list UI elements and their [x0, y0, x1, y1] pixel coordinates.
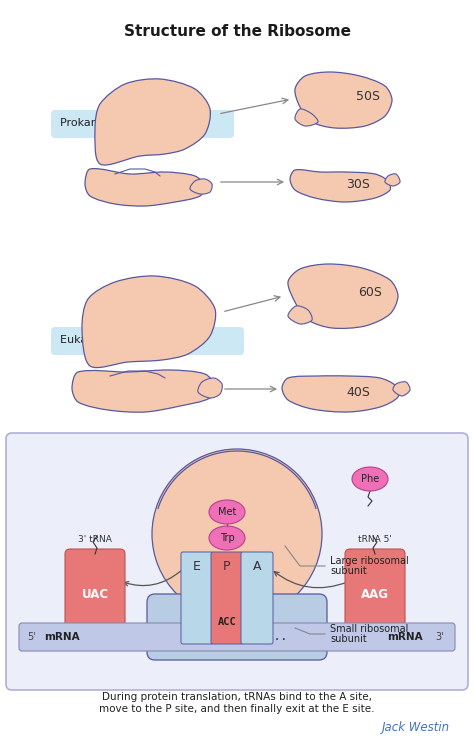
Text: 3': 3' [436, 632, 444, 642]
Text: Small ribosomal: Small ribosomal [330, 624, 409, 634]
Text: 3' tRNA: 3' tRNA [78, 535, 112, 544]
FancyBboxPatch shape [147, 594, 327, 660]
Text: Met: Met [218, 507, 236, 517]
Ellipse shape [152, 449, 322, 619]
Text: Phe: Phe [361, 474, 379, 484]
FancyBboxPatch shape [6, 433, 468, 690]
Text: mRNA: mRNA [44, 632, 80, 642]
PathPatch shape [282, 376, 399, 412]
Text: A: A [253, 559, 261, 572]
PathPatch shape [393, 382, 410, 396]
PathPatch shape [295, 72, 392, 128]
FancyBboxPatch shape [345, 549, 405, 639]
Ellipse shape [209, 526, 245, 550]
PathPatch shape [288, 306, 312, 324]
Text: 5': 5' [27, 632, 36, 642]
Text: Prokaryotic 70S ribosome:: Prokaryotic 70S ribosome: [60, 118, 206, 128]
Text: Trp: Trp [219, 533, 234, 543]
Text: 60S: 60S [358, 286, 382, 298]
FancyBboxPatch shape [211, 552, 243, 644]
FancyBboxPatch shape [51, 327, 244, 355]
Text: ACC: ACC [218, 617, 237, 627]
Text: E: E [193, 559, 201, 572]
Text: tRNA 5': tRNA 5' [358, 535, 392, 544]
Ellipse shape [209, 500, 245, 524]
Text: During protein translation, tRNAs bind to the A site,: During protein translation, tRNAs bind t… [102, 692, 372, 702]
FancyBboxPatch shape [241, 552, 273, 644]
Text: Eukaryotic 80S ribosome:: Eukaryotic 80S ribosome: [60, 335, 202, 345]
PathPatch shape [198, 378, 222, 398]
FancyBboxPatch shape [181, 552, 213, 644]
PathPatch shape [190, 179, 212, 194]
FancyBboxPatch shape [19, 623, 455, 651]
FancyBboxPatch shape [51, 110, 234, 138]
PathPatch shape [295, 109, 318, 126]
Ellipse shape [352, 467, 388, 491]
Text: subunit: subunit [330, 566, 367, 576]
Text: 30S: 30S [346, 178, 370, 190]
PathPatch shape [82, 276, 216, 368]
Text: subunit: subunit [330, 634, 367, 644]
Text: mRNA: mRNA [387, 632, 423, 642]
Text: UAC: UAC [82, 588, 109, 600]
PathPatch shape [288, 264, 398, 328]
Text: P: P [223, 559, 231, 572]
Text: 50S: 50S [356, 89, 380, 103]
PathPatch shape [72, 370, 215, 412]
PathPatch shape [85, 169, 205, 206]
Text: ...AUGUGGUUC...: ...AUGUGGUUC... [186, 632, 288, 642]
Text: Structure of the Ribosome: Structure of the Ribosome [124, 24, 350, 39]
PathPatch shape [385, 174, 400, 186]
PathPatch shape [95, 79, 210, 165]
Text: AAG: AAG [361, 588, 389, 600]
Text: 40S: 40S [346, 385, 370, 399]
Text: Jack Westin: Jack Westin [382, 721, 450, 734]
FancyBboxPatch shape [65, 549, 125, 639]
PathPatch shape [290, 170, 391, 202]
Text: move to the P site, and then finally exit at the E site.: move to the P site, and then finally exi… [99, 704, 375, 714]
Text: Large ribosomal: Large ribosomal [330, 556, 409, 566]
